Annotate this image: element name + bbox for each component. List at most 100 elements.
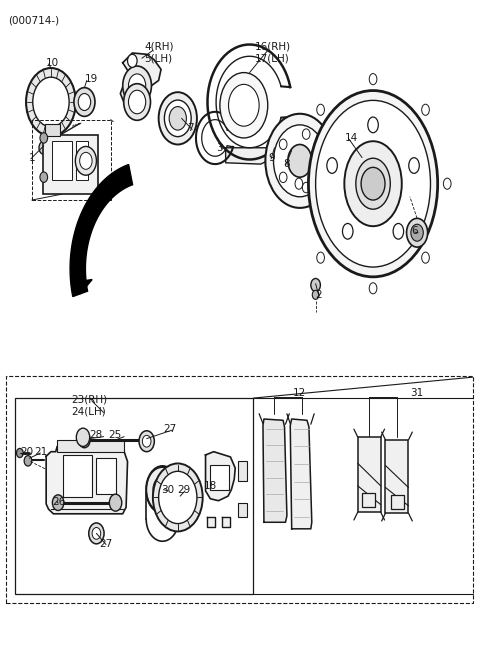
Text: 9: 9 — [269, 153, 276, 162]
Circle shape — [33, 77, 69, 127]
Circle shape — [164, 100, 191, 137]
Circle shape — [361, 168, 385, 200]
Bar — [57, 440, 124, 452]
Circle shape — [265, 114, 334, 208]
Ellipse shape — [295, 178, 303, 189]
Text: 2: 2 — [316, 290, 322, 300]
Bar — [76, 141, 88, 180]
Text: 29: 29 — [177, 485, 190, 495]
Polygon shape — [70, 164, 132, 297]
Circle shape — [80, 153, 92, 170]
Text: (000714-): (000714-) — [8, 15, 59, 25]
Polygon shape — [123, 53, 161, 86]
Circle shape — [279, 139, 287, 149]
Circle shape — [16, 449, 23, 458]
Circle shape — [158, 92, 197, 145]
Ellipse shape — [368, 117, 378, 133]
Text: 14: 14 — [345, 133, 359, 143]
Bar — [52, 141, 72, 180]
Bar — [210, 465, 228, 489]
Circle shape — [153, 464, 203, 531]
Bar — [63, 455, 92, 497]
Bar — [6, 376, 473, 603]
Bar — [96, 458, 116, 494]
Bar — [238, 502, 247, 517]
Circle shape — [74, 88, 95, 117]
Ellipse shape — [356, 159, 390, 209]
Ellipse shape — [316, 100, 431, 267]
Polygon shape — [207, 517, 215, 527]
Text: 28: 28 — [89, 430, 103, 440]
Circle shape — [78, 94, 91, 111]
Text: 27: 27 — [99, 540, 112, 550]
Circle shape — [76, 428, 90, 447]
Ellipse shape — [369, 73, 377, 84]
Bar — [358, 437, 381, 512]
Text: 8: 8 — [283, 159, 290, 169]
Circle shape — [302, 182, 310, 193]
Bar — [362, 493, 375, 507]
Bar — [15, 398, 253, 594]
Polygon shape — [226, 148, 270, 164]
Ellipse shape — [422, 104, 429, 115]
Circle shape — [123, 66, 152, 105]
Circle shape — [24, 456, 32, 466]
Circle shape — [79, 432, 90, 448]
Circle shape — [279, 172, 287, 183]
Text: 12: 12 — [293, 388, 306, 398]
Circle shape — [89, 523, 104, 544]
Circle shape — [128, 54, 137, 67]
Ellipse shape — [309, 90, 438, 277]
Circle shape — [220, 73, 268, 138]
Ellipse shape — [444, 178, 451, 189]
Circle shape — [274, 125, 326, 196]
Circle shape — [169, 107, 186, 130]
Polygon shape — [222, 517, 230, 527]
Circle shape — [312, 290, 319, 299]
Bar — [43, 135, 98, 193]
Text: 20: 20 — [20, 447, 33, 457]
Circle shape — [158, 472, 197, 523]
Circle shape — [26, 68, 76, 136]
Polygon shape — [120, 79, 147, 110]
Circle shape — [39, 141, 48, 155]
Polygon shape — [205, 452, 235, 500]
Ellipse shape — [146, 466, 179, 513]
Bar — [391, 495, 404, 509]
Circle shape — [92, 527, 101, 539]
Text: 25: 25 — [108, 430, 121, 440]
Ellipse shape — [393, 223, 404, 239]
Text: 3: 3 — [216, 143, 223, 153]
Text: 10: 10 — [46, 58, 60, 67]
Circle shape — [109, 494, 122, 511]
Circle shape — [302, 129, 310, 140]
Text: 6: 6 — [411, 226, 418, 236]
Circle shape — [288, 146, 296, 158]
Text: 16(RH): 16(RH) — [254, 41, 290, 52]
Text: 24(LH): 24(LH) — [72, 406, 106, 416]
Circle shape — [285, 141, 291, 149]
Bar — [238, 462, 247, 481]
Circle shape — [153, 477, 172, 502]
Text: 1: 1 — [28, 153, 35, 162]
Text: 26: 26 — [52, 497, 66, 507]
Circle shape — [139, 431, 155, 452]
Polygon shape — [75, 280, 92, 294]
Circle shape — [317, 156, 324, 166]
Text: 18: 18 — [204, 481, 217, 491]
Text: 23(RH): 23(RH) — [72, 394, 108, 404]
Ellipse shape — [317, 104, 324, 115]
Circle shape — [40, 172, 48, 182]
Ellipse shape — [342, 223, 353, 239]
Polygon shape — [290, 419, 312, 529]
Ellipse shape — [344, 141, 402, 226]
Ellipse shape — [369, 283, 377, 294]
Ellipse shape — [317, 252, 324, 263]
Ellipse shape — [327, 158, 337, 174]
Text: 27: 27 — [163, 424, 177, 434]
Text: 31: 31 — [410, 388, 423, 398]
Circle shape — [143, 436, 151, 447]
Circle shape — [411, 224, 423, 241]
Ellipse shape — [422, 252, 429, 263]
Bar — [385, 440, 408, 513]
